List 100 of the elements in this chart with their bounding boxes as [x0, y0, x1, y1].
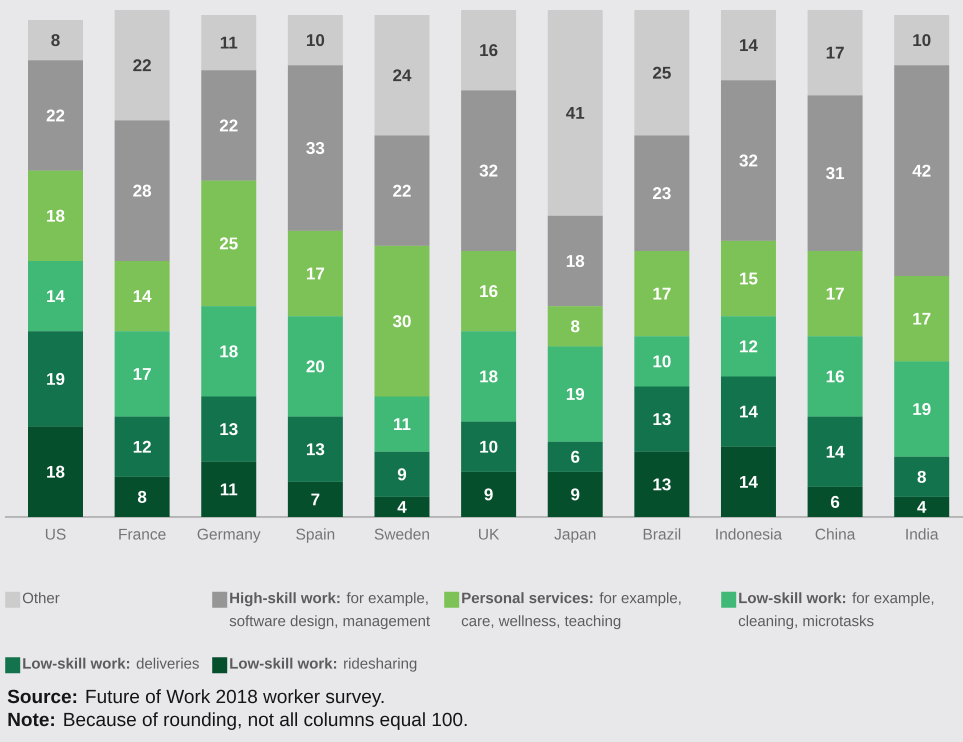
bar: [634, 135, 690, 251]
bar: [114, 416, 170, 477]
text: Note: Because of rounding, not all columns equal 100.: [8, 712, 467, 730]
data-label: 15: [740, 272, 758, 284]
bar: [288, 65, 343, 231]
data-label: 19: [913, 403, 931, 416]
data-label: 18: [220, 345, 238, 358]
bar: [720, 446, 776, 517]
data-label: 22: [46, 109, 64, 122]
bar: [201, 306, 256, 397]
data-label: 16: [826, 370, 844, 382]
bar: [548, 10, 603, 216]
legend-label: Other: [22, 592, 60, 604]
bar: [114, 10, 170, 120]
bar: [288, 230, 343, 316]
data-label: 16: [480, 285, 498, 298]
data-label: 23: [652, 187, 671, 200]
data-label: 11: [220, 484, 238, 496]
bar: [28, 426, 84, 517]
data-label: 12: [134, 440, 151, 453]
data-label: 18: [47, 210, 64, 222]
bar: [548, 306, 603, 346]
bar: [461, 331, 516, 422]
bar: [548, 216, 603, 306]
data-label: 24: [393, 69, 412, 82]
data-label: 18: [47, 466, 64, 478]
bar: [634, 452, 690, 517]
bar: [374, 15, 430, 136]
data-label: 4: [398, 501, 407, 513]
x-tick-label: Germany: [198, 528, 261, 543]
x-tick-label: Japan: [554, 528, 596, 543]
data-label: 17: [826, 288, 844, 300]
bar: [461, 90, 516, 251]
bar: [28, 60, 84, 171]
bar: [114, 476, 170, 517]
bar: [634, 250, 690, 336]
bar: [720, 376, 776, 447]
bar: [28, 331, 84, 427]
bar: [28, 170, 84, 261]
data-label: 8: [918, 470, 926, 483]
legend-label: Personal services: for example, care, wellness, teaching: [462, 592, 681, 630]
data-label: 31: [826, 167, 844, 180]
data-label: 17: [826, 46, 844, 59]
bar: [461, 250, 516, 332]
bar: [894, 456, 950, 497]
x-tick-label: China: [816, 528, 856, 540]
bar: [374, 452, 430, 497]
bar: [634, 336, 690, 386]
bar: [28, 260, 84, 332]
bar: [894, 15, 950, 66]
data-label: 18: [480, 370, 498, 382]
bar: [288, 482, 343, 517]
data-label: 20: [306, 360, 324, 372]
data-label: 22: [133, 59, 151, 72]
legend-label: Low-skill work: ridesharing: [230, 658, 416, 672]
data-label: 10: [306, 34, 324, 46]
data-label: 4: [917, 501, 926, 513]
data-label: 8: [51, 34, 60, 46]
bar: [808, 95, 863, 251]
data-label: 30: [392, 315, 411, 328]
legend-label: Low-skill work: deliveries: [23, 658, 199, 669]
data-label: 17: [134, 368, 151, 380]
data-label: 14: [134, 290, 152, 302]
data-label: 32: [739, 154, 758, 167]
bar: [461, 472, 516, 517]
data-label: 12: [740, 340, 758, 352]
data-label: 14: [47, 290, 65, 302]
bar: [114, 120, 170, 261]
bar: [808, 416, 863, 487]
bar: [288, 416, 343, 482]
text: Source: Future of Work 2018 worker survey.: [8, 689, 384, 707]
legend-label: High-skill work: for example, software design, management: [230, 592, 430, 630]
bar: [808, 486, 863, 517]
data-label: 22: [220, 120, 238, 132]
data-label: 9: [484, 488, 493, 500]
data-label: 32: [480, 164, 498, 177]
bar: [720, 240, 776, 316]
bar: [548, 442, 603, 472]
bar: [894, 361, 950, 457]
data-label: 22: [393, 184, 411, 197]
bar: [28, 20, 84, 60]
data-label: 6: [571, 450, 580, 463]
data-label: 17: [306, 268, 324, 280]
bar: [201, 70, 256, 181]
data-label: 10: [653, 355, 671, 368]
bar: [288, 15, 343, 66]
x-tick-label: Spain: [296, 528, 334, 543]
bar: [808, 250, 863, 336]
x-tick-label: Indonesia: [716, 528, 782, 540]
bar: [374, 246, 430, 397]
x-tick-label: Brazil: [644, 528, 680, 540]
data-label: 25: [220, 237, 238, 250]
data-label: 7: [311, 494, 320, 506]
bar: [894, 276, 950, 362]
data-label: 42: [912, 164, 930, 177]
data-label: 19: [566, 388, 584, 400]
data-label: 10: [913, 34, 930, 46]
data-label: 16: [480, 44, 498, 56]
bar: [808, 10, 863, 96]
data-label: 11: [220, 36, 238, 48]
